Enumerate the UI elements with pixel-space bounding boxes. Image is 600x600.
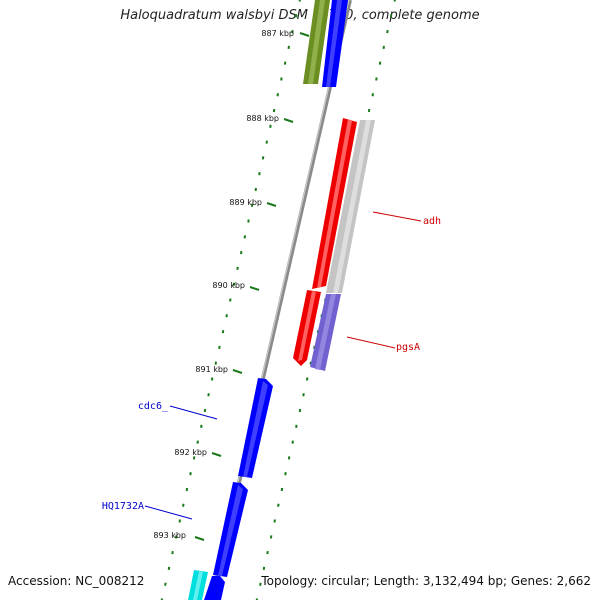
tick-mark [299, 32, 310, 37]
label-leaders [144, 211, 422, 520]
genome-summary-text: Topology: circular; Length: 3,132,494 bp… [261, 574, 591, 588]
leader-cdc6 [169, 405, 218, 420]
tick-mark [283, 118, 294, 123]
tick-label-891: 891 kbp [195, 365, 228, 374]
reverse-features [188, 118, 357, 600]
leader-adh [372, 211, 422, 222]
tick-label-887: 887 kbp [261, 29, 294, 38]
leader-pgsa [346, 336, 396, 349]
gene-labels: adh pgsA cdc6_ HQ1732A [102, 216, 441, 512]
olive-feature-group [303, 0, 330, 84]
tick-mark [232, 369, 243, 374]
tick-mark [249, 286, 260, 291]
tick-label-888: 888 kbp [246, 114, 279, 123]
genome-title: Haloquadratum walsbyi DSM 16790, complet… [120, 8, 480, 23]
tick-label-892: 892 kbp [174, 448, 207, 457]
leader-hq1732a [144, 505, 193, 520]
inner-dotted-ring [160, 0, 301, 600]
kbp-tick-labels: 887 kbp 888 kbp 889 kbp 890 kbp 891 kbp … [153, 29, 294, 540]
gene-label-pgsa[interactable]: pgsA [396, 342, 420, 353]
gene-label-hq1732a[interactable]: HQ1732A [102, 501, 144, 512]
tick-label-890: 890 kbp [212, 281, 245, 290]
tick-mark [266, 202, 277, 207]
accession-text: Accession: NC_008212 [8, 574, 145, 588]
gene-label-adh[interactable]: adh [423, 216, 441, 227]
tick-label-893: 893 kbp [153, 531, 186, 540]
gene-label-cdc6[interactable]: cdc6_ [138, 401, 169, 412]
tick-mark [194, 536, 205, 541]
feature-blue-bottom[interactable] [204, 576, 225, 600]
kbp-ticks [194, 32, 310, 541]
tick-mark [211, 452, 222, 457]
forward-features [310, 0, 375, 371]
tick-label-889: 889 kbp [229, 198, 262, 207]
